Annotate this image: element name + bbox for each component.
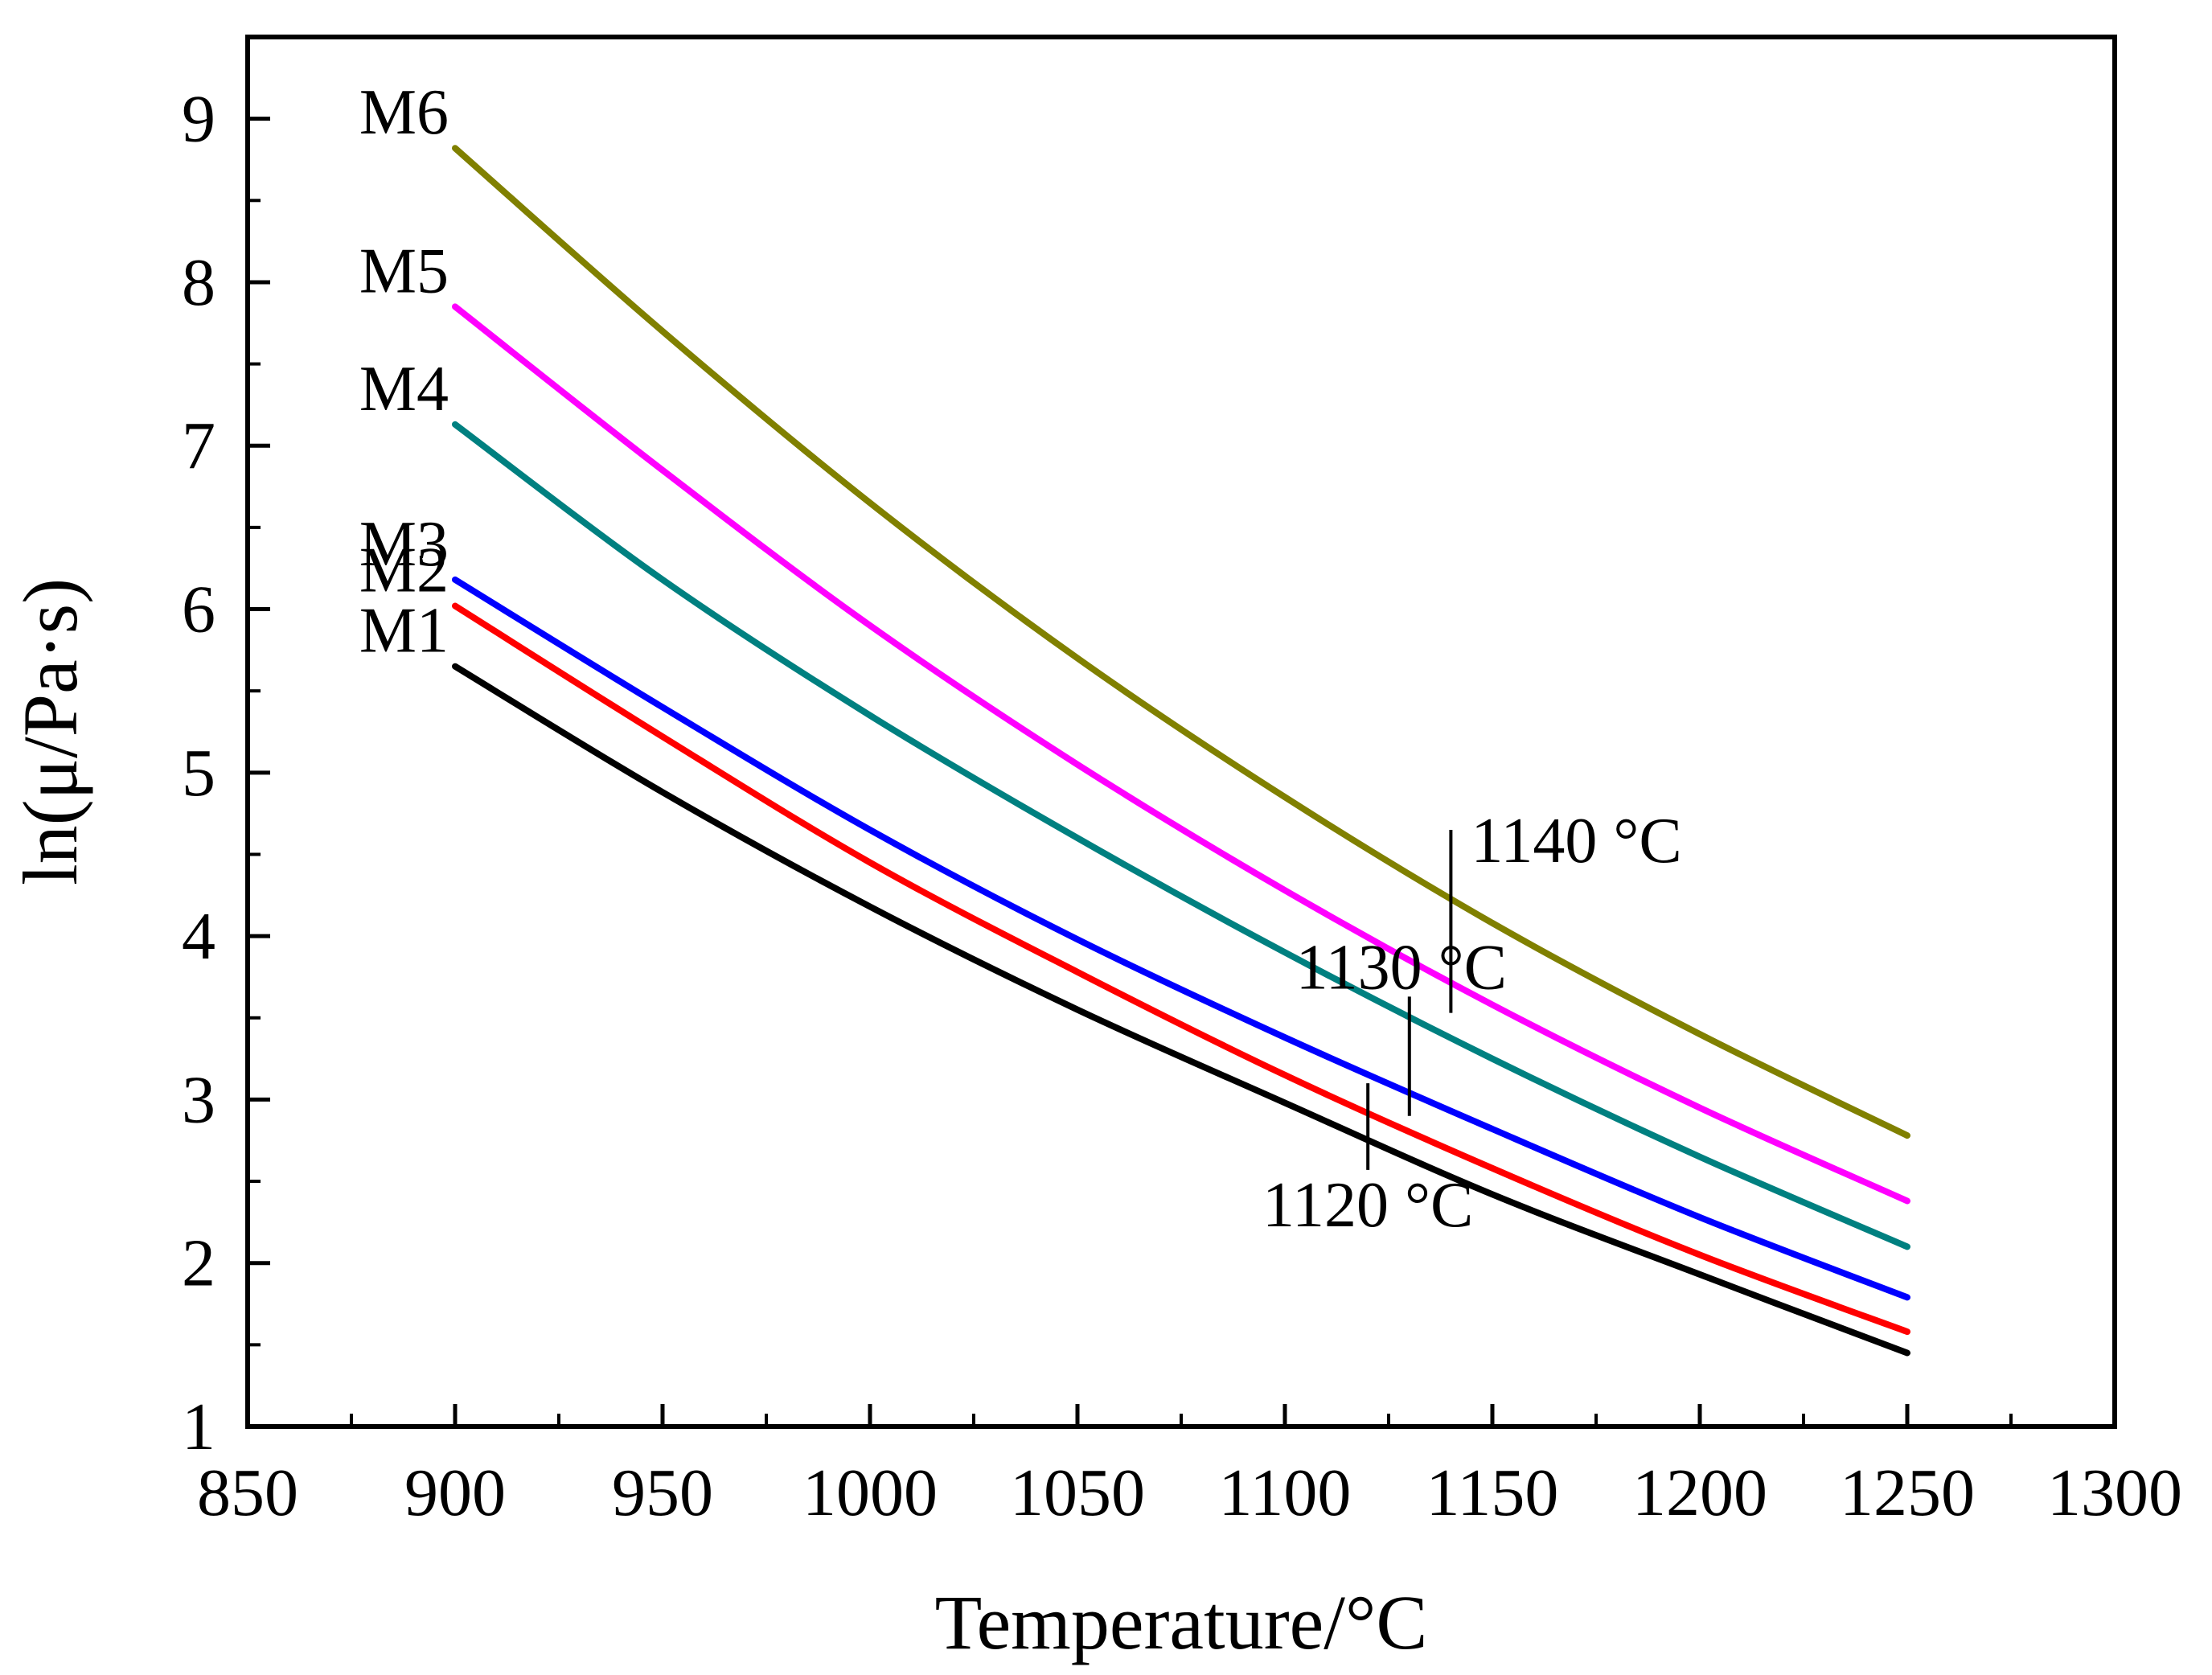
x-tick-label: 900 — [404, 1455, 506, 1530]
series-line-m2 — [452, 602, 1910, 1336]
annotation-label: 1130 °C — [1296, 932, 1507, 1003]
y-tick-label: 1 — [182, 1390, 215, 1464]
y-tick-label: 2 — [182, 1226, 215, 1301]
series-label-m4: M4 — [359, 354, 449, 425]
y-tick-label: 7 — [182, 408, 215, 483]
series-label-m6: M6 — [359, 77, 449, 148]
axis-ticks: 850 900 950 1000 1050 1100 1150 1200 1250 1300 1 2 3… — [182, 35, 2182, 1530]
temperature-annotations: 1120 °C 1130 °C 1140 °C — [1262, 806, 1682, 1241]
x-axis-title: Temperature/°C — [935, 1579, 1428, 1665]
y-tick-label: 9 — [182, 82, 215, 157]
series-label-m2: M2 — [359, 535, 449, 606]
x-tick-label: 1000 — [802, 1455, 938, 1530]
x-tick-label: 1050 — [1010, 1455, 1145, 1530]
x-tick-label: 1250 — [1840, 1455, 1975, 1530]
series-line-m5 — [452, 303, 1910, 1205]
x-tick-label: 1100 — [1219, 1455, 1352, 1530]
x-tick-label: 1300 — [2047, 1455, 2182, 1530]
series-line-m6 — [452, 145, 1910, 1139]
x-tick-label: 950 — [612, 1455, 713, 1530]
series-lines — [452, 145, 1910, 1357]
y-tick-label: 3 — [182, 1062, 215, 1137]
series-line-m4 — [452, 421, 1910, 1250]
annotation-label: 1120 °C — [1262, 1170, 1473, 1241]
y-tick-label: 4 — [182, 899, 215, 974]
y-tick-label: 6 — [182, 573, 215, 647]
y-axis-title: ln(μ/Pa·s) — [7, 578, 93, 885]
series-label-m1: M1 — [359, 596, 449, 667]
series-line-m3 — [452, 576, 1910, 1301]
y-tick-label: 8 — [182, 245, 215, 320]
x-tick-label: 850 — [197, 1455, 298, 1530]
x-tick-label: 1200 — [1632, 1455, 1767, 1530]
x-tick-label: 1150 — [1426, 1455, 1559, 1530]
series-line-m1 — [452, 663, 1910, 1357]
series-label-m5: M5 — [359, 236, 449, 306]
series-label-m3: M3 — [359, 509, 449, 580]
y-tick-label: 5 — [182, 736, 215, 811]
annotation-label: 1140 °C — [1471, 806, 1681, 877]
